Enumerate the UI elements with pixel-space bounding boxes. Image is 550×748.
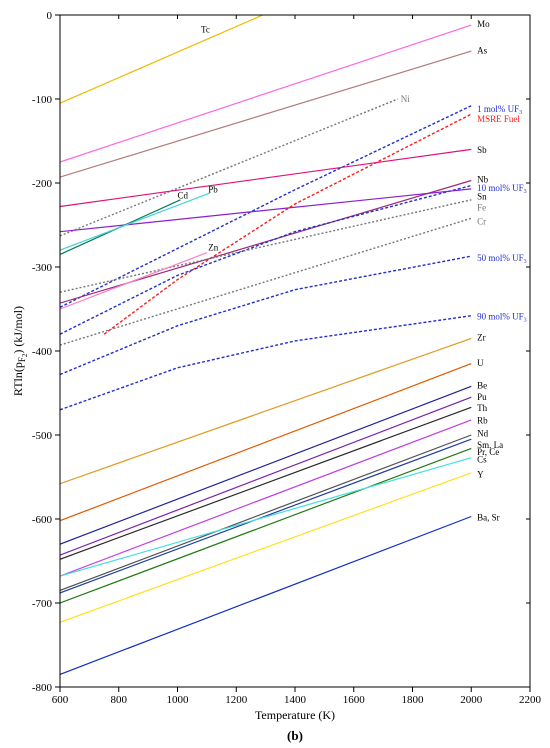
series-line-pu: [60, 396, 472, 556]
y-axis-title: RTln(pF2) (kJ/mol): [11, 306, 29, 396]
series-label-mo: Mo: [477, 19, 490, 29]
series-line-th: [60, 406, 472, 560]
y-tick-label: 0: [47, 10, 53, 22]
series-label-fe: Fe: [477, 202, 486, 212]
x-tick-label: 1200: [225, 694, 248, 706]
y-tick-label: -400: [32, 346, 53, 358]
x-tick-label: 2000: [460, 694, 483, 706]
x-tick-label: 600: [52, 694, 69, 706]
series-label-zn: Zn: [208, 243, 218, 253]
series-label-ni: Ni: [401, 94, 410, 104]
series-label-90-mol-uf3: 90 mol% UF3: [477, 312, 527, 324]
x-tick-label: 800: [111, 694, 128, 706]
series-label-nd: Nd: [477, 428, 488, 438]
series-label-1-mol-uf3: 1 mol% UF3: [477, 104, 522, 116]
series-line-90-mol-uf3: [60, 315, 472, 411]
series-line-1-mol-uf3: [60, 105, 472, 308]
x-tick-label: 1400: [284, 694, 307, 706]
series-label-10-mol-uf3: 10 mol% UF3: [477, 183, 527, 195]
series-line-10-mol-uf3: [60, 184, 472, 335]
series-label-pu: Pu: [477, 392, 487, 402]
series-line-rb: [60, 419, 472, 577]
series-line-pb: [60, 192, 211, 251]
x-axis-title: Temperature (K): [255, 708, 335, 722]
x-tick-label: 1000: [167, 694, 190, 706]
series-label-cr: Cr: [477, 217, 486, 227]
series-line-y: [60, 472, 472, 623]
series-label-msre-fuel: MSRE Fuel: [477, 114, 520, 124]
x-tick-label: 2200: [519, 694, 542, 706]
panel-label: (b): [287, 728, 303, 743]
y-tick-label: -100: [32, 94, 53, 106]
x-tick-label: 1600: [343, 694, 366, 706]
series-line-zr: [60, 337, 472, 485]
axis-layer: 600 800 1000 1200 1400 1600 1800 2000 2200 -800 -7…: [32, 10, 542, 706]
y-tick-label: -700: [32, 598, 53, 610]
series-label-ba-sr: Ba, Sr: [477, 512, 500, 522]
series-line-tc: [60, 15, 263, 104]
series-line-zn: [60, 252, 208, 310]
series-label-tc: Tc: [201, 24, 210, 34]
y-tick-label: -300: [32, 262, 53, 274]
series-label-cd: Cd: [178, 191, 189, 201]
y-tick-label: -600: [32, 514, 53, 526]
series-line-sm-la: [60, 438, 472, 594]
series-label-50-mol-uf3: 50 mol% UF3: [477, 253, 527, 265]
series-label-th: Th: [477, 403, 487, 413]
series-label-pr-ce: Pr, Ce: [477, 447, 499, 457]
series-label-pb: Pb: [208, 185, 218, 195]
series-line-ba-sr: [60, 515, 472, 675]
series-label-y: Y: [477, 470, 484, 480]
series-label-as: As: [477, 45, 487, 55]
series-layer: [60, 15, 472, 675]
series-label-u: U: [477, 358, 484, 368]
series-label-rb: Rb: [477, 416, 488, 426]
series-line-be: [60, 385, 472, 545]
y-tick-label: -200: [32, 178, 53, 190]
series-line-msre-fuel: [103, 113, 472, 335]
y-tick-label: -500: [32, 430, 53, 442]
series-label-sm-la: Sm, La: [477, 440, 503, 450]
series-line-u: [60, 363, 472, 522]
series-label-cs: Cs: [477, 454, 487, 464]
x-tick-label: 1800: [402, 694, 425, 706]
series-label-nb: Nb: [477, 175, 488, 185]
series-line-pr-ce: [60, 447, 472, 604]
series-line-ni: [60, 98, 399, 237]
series-line-as: [60, 50, 472, 178]
series-line-mo: [60, 24, 472, 163]
series-label-zr: Zr: [477, 333, 486, 343]
series-line-nd: [60, 434, 472, 591]
series-label-sn: Sn: [477, 191, 487, 201]
series-line-sb: [60, 148, 472, 208]
y-tick-label: -800: [32, 682, 53, 694]
series-line-cs: [60, 457, 472, 577]
series-label-sb: Sb: [477, 145, 487, 155]
series-label-be: Be: [477, 380, 487, 390]
